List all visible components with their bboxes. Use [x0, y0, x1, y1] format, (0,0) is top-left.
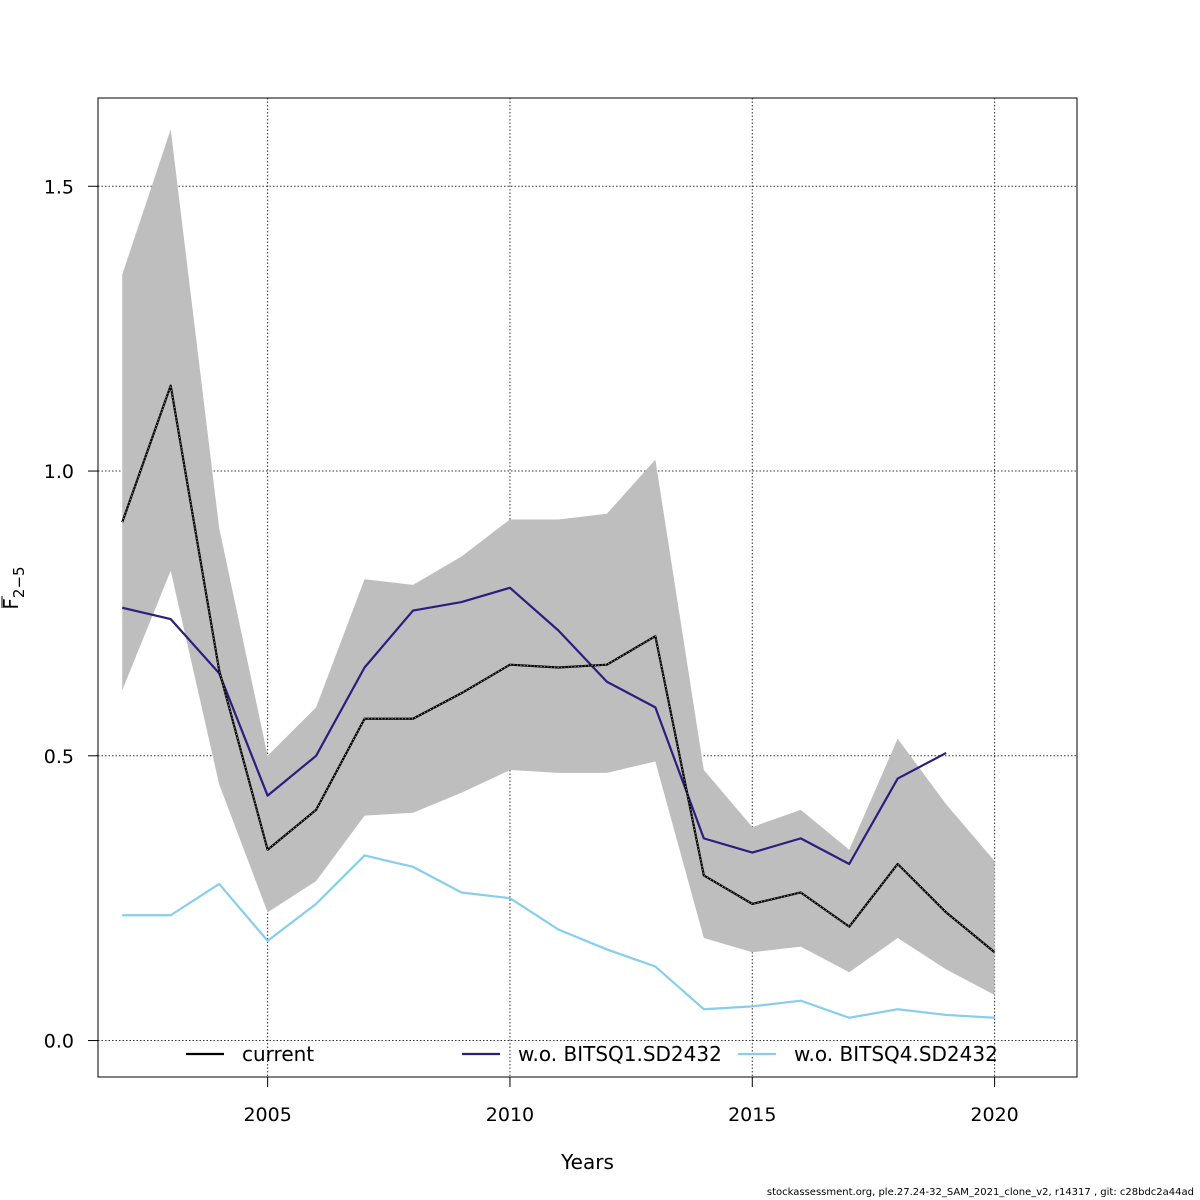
y-tick-label-1.5: 1.5 — [44, 176, 74, 198]
y-axis-title-main: F — [0, 598, 23, 610]
footer-source: stockassessment.org, ple.27.24-32_SAM_20… — [766, 1187, 1194, 1198]
series-line-2 — [122, 854, 995, 1019]
x-tick-label-2020: 2020 — [970, 1104, 1018, 1126]
x-tick-label-2005: 2005 — [243, 1104, 291, 1126]
x-axis-title: Years — [560, 1150, 614, 1174]
y-tick-label-0.0: 0.0 — [44, 1031, 74, 1053]
axis-layer: 2005 2010 2015 2020 0.0 0.5 1.0 1.5 — [44, 176, 1019, 1126]
confidence-band — [122, 129, 995, 995]
x-tick-label-2015: 2015 — [728, 1104, 776, 1126]
plot-frame — [97, 97, 1078, 1078]
y-axis-title-sub: 2−5 — [10, 566, 28, 598]
legend-label-0: current — [242, 1042, 314, 1066]
confidence-band-layer — [122, 129, 995, 995]
series-layer — [121, 383, 996, 1019]
x-tick-label-2010: 2010 — [486, 1104, 534, 1126]
series-line-1 — [121, 586, 947, 866]
legend-label-1: w.o. BITSQ1.SD2432 — [518, 1042, 722, 1066]
y-axis-title: F2−5 — [0, 566, 28, 609]
series-line-0-dots — [121, 383, 995, 953]
legend: current w.o. BITSQ1.SD2432 w.o. BITSQ4.SD2… — [186, 1042, 998, 1066]
y-tick-label-1.0: 1.0 — [44, 461, 74, 483]
legend-label-2: w.o. BITSQ4.SD2432 — [794, 1042, 998, 1066]
y-tick-label-0.5: 0.5 — [44, 746, 74, 768]
